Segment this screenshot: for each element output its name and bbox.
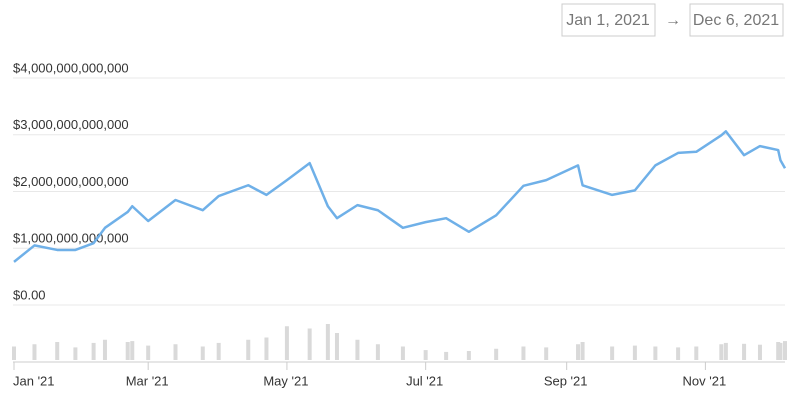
x-tick-label: Jan '21 — [13, 373, 55, 388]
volume-bar — [521, 346, 526, 360]
volume-bar — [423, 350, 428, 360]
volume-bar — [632, 345, 637, 360]
volume-bar — [32, 344, 37, 360]
volume-bar — [102, 339, 107, 360]
y-tick-label: $3,000,000,000,000 — [13, 117, 129, 132]
volume-bar — [73, 347, 78, 360]
volume-bar — [146, 345, 151, 360]
volume-bar — [200, 346, 205, 360]
volume-bar — [55, 342, 60, 360]
range-start-box[interactable] — [561, 3, 656, 37]
volume-bar — [466, 351, 471, 360]
volume-bar — [284, 326, 289, 360]
volume-bar — [125, 342, 130, 360]
volume-bar — [576, 344, 581, 360]
volume-bar — [12, 346, 16, 360]
y-tick-label: $0.00 — [13, 287, 46, 302]
x-tick-label: Jul '21 — [406, 373, 443, 388]
range-end-box[interactable] — [689, 3, 784, 37]
range-separator: → — [665, 12, 681, 29]
volume-bar — [723, 342, 728, 360]
volume-bar — [757, 344, 762, 360]
y-tick-label: $2,000,000,000,000 — [13, 174, 129, 189]
volume-bar — [173, 344, 178, 360]
volume-bar — [676, 347, 681, 360]
volume-bar — [742, 343, 747, 360]
volume-bar — [610, 346, 615, 360]
volume-bar — [375, 344, 380, 360]
volume-bar — [783, 341, 787, 360]
volume-bar — [778, 342, 783, 360]
volume-bar — [216, 342, 221, 360]
volume-bar — [776, 342, 781, 360]
volume-bar — [544, 347, 549, 360]
volume-bar — [494, 348, 499, 360]
range-end[interactable]: Dec 6, 2021 — [693, 12, 779, 29]
volume-bar — [400, 346, 405, 360]
volume-bar — [444, 351, 449, 360]
volume-bar — [334, 333, 339, 360]
volume-bar — [719, 344, 724, 360]
volume-bar — [653, 346, 658, 360]
x-tick-label: May '21 — [263, 373, 308, 388]
volume-bar — [130, 341, 135, 360]
volume-bar — [325, 324, 330, 360]
market-cap-line — [13, 130, 787, 263]
x-tick-label: Sep '21 — [544, 373, 588, 388]
volume-bar — [264, 337, 269, 360]
y-tick-label: $4,000,000,000,000 — [13, 60, 129, 75]
volume-bar — [246, 339, 251, 360]
x-tick-label: Mar '21 — [126, 373, 169, 388]
volume-bar — [580, 342, 585, 360]
x-tick-label: Nov '21 — [683, 373, 727, 388]
y-tick-label: $1,000,000,000,000 — [13, 231, 129, 246]
range-start[interactable]: Jan 1, 2021 — [566, 12, 650, 29]
volume-bar — [91, 342, 96, 360]
volume-bar — [307, 328, 312, 360]
volume-bar — [355, 339, 360, 360]
volume-bar — [694, 346, 699, 360]
